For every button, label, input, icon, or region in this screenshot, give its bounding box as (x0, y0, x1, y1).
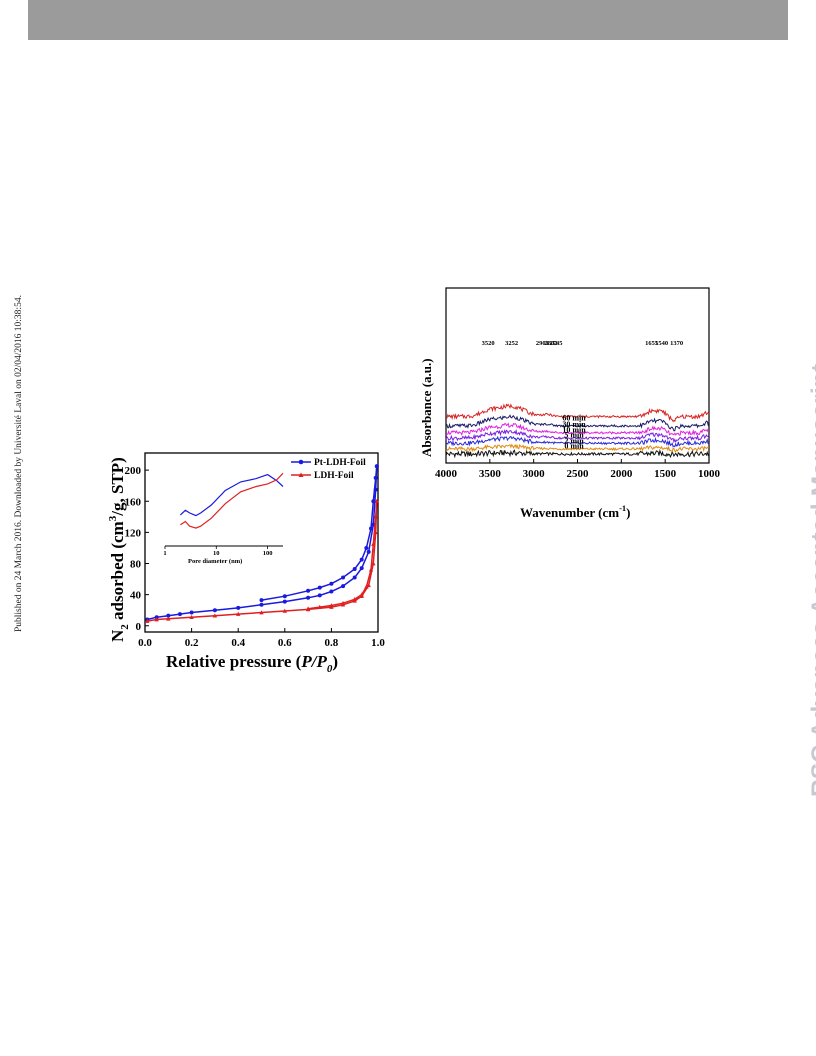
isotherm-y-tick-label: 80 (130, 559, 142, 571)
isotherm-line-ldh-foil-desorption (307, 501, 378, 610)
isotherm-point (329, 603, 334, 608)
isotherm-point (166, 616, 171, 621)
isotherm-point (166, 613, 171, 618)
isotherm-point (359, 566, 364, 571)
isotherm-point (364, 584, 369, 589)
isotherm-point (317, 585, 322, 590)
isotherm-line-pt-ldh-foil-adsorption (147, 466, 378, 621)
isotherm-point (368, 567, 374, 572)
pore-size-inset: 1 10 100 Pore diameter (nm) (163, 472, 284, 565)
isotherm-x-ticks: 0.0 0.2 0.4 0.6 0.8 1.0 (138, 628, 385, 649)
legend-ldh-foil: LDH-Foil (314, 471, 354, 481)
isotherm-point (177, 612, 182, 617)
isotherm-x-tick-label: 1.0 (371, 637, 385, 649)
isotherm-point (329, 581, 334, 586)
isotherm-point (154, 615, 159, 620)
header-bar (28, 0, 788, 40)
isotherm-point (366, 583, 371, 588)
isotherm-point (352, 597, 357, 602)
isotherm-y-ticks: 0 40 80 120 160 200 (125, 465, 149, 633)
inset-x-tick-label: 10 (213, 550, 220, 557)
isotherm-point (305, 606, 311, 611)
isotherm-point (306, 595, 311, 600)
isotherm-y-tick-label: 40 (130, 590, 142, 602)
isotherm-point (154, 617, 159, 622)
isotherm-x-tick-label: 0.4 (231, 637, 245, 649)
inset-x-tick-label: 100 (263, 550, 273, 557)
inset-x-tick-label: 1 (163, 550, 166, 557)
isotherm-point (352, 566, 357, 571)
isotherm-x-tick-label: 0.2 (185, 637, 199, 649)
isotherm-point (317, 604, 322, 609)
isotherm-y-tick-label: 120 (125, 527, 142, 539)
isotherm-y-tick-label: 160 (125, 496, 142, 508)
isotherm-point (259, 610, 264, 615)
isotherm-line-pt-ldh-foil-desorption (261, 466, 378, 601)
isotherm-point (371, 541, 376, 546)
inset-x-label: Pore diameter (nm) (188, 558, 242, 565)
isotherm-plot-frame (144, 452, 379, 633)
isotherm-point (341, 584, 346, 589)
isotherm-point (145, 618, 150, 623)
legend-pt-ldh-foil: Pt-LDH-Foil (314, 458, 366, 468)
isotherm-point (282, 599, 287, 604)
isotherm-point (369, 526, 374, 531)
isotherm-point (373, 475, 378, 480)
isotherm-point (306, 588, 311, 593)
isotherm-point (212, 608, 217, 613)
isotherm-point (212, 613, 218, 618)
isotherm-point (236, 605, 241, 610)
isotherm-point (366, 549, 371, 554)
isotherm-y-tick-label: 0 (136, 621, 142, 633)
isotherm-point (364, 545, 369, 550)
inset-line-pt-ldh-foil (179, 473, 284, 517)
isotherm-x-tick-label: 0.0 (138, 637, 152, 649)
isotherm-x-tick-label: 0.8 (325, 637, 339, 649)
inset-line-ldh-foil (180, 472, 284, 529)
isotherm-chart: 0.0 0.2 0.4 0.6 0.8 1.0 0 40 80 120 160 200 N2 ads… (107, 452, 385, 675)
isotherm-point (282, 594, 287, 599)
isotherm-point (329, 589, 334, 594)
isotherm-point (374, 498, 380, 504)
isotherm-y-label: N2 adsorbed (cm3/g, STP) (107, 457, 131, 642)
isotherm-point (282, 608, 287, 613)
isotherm-point (352, 575, 357, 580)
isotherm-y-tick-label: 200 (125, 465, 142, 477)
isotherm-x-tick-label: 0.6 (278, 637, 292, 649)
isotherm-legend: Pt-LDH-Foil LDH-Foil (291, 458, 366, 481)
isotherm-point (236, 611, 241, 616)
isotherm-point (359, 557, 364, 562)
inset-series (179, 472, 284, 529)
isotherm-point (259, 602, 264, 607)
isotherm-point (373, 514, 378, 519)
isotherm-series (145, 464, 380, 623)
inset-x-ticks: 1 10 100 (163, 546, 272, 557)
isotherm-point (189, 610, 194, 615)
isotherm-point (189, 614, 194, 620)
isotherm-point (340, 600, 346, 606)
isotherm-point (341, 575, 346, 580)
isotherm-point (371, 499, 376, 504)
isotherm-point (371, 561, 376, 566)
isotherm-point (317, 593, 322, 598)
isotherm-point (259, 598, 264, 603)
isotherm-point (374, 464, 379, 469)
isotherm-point (359, 592, 364, 597)
isotherm-x-label: Relative pressure (P/P0) (166, 652, 338, 675)
